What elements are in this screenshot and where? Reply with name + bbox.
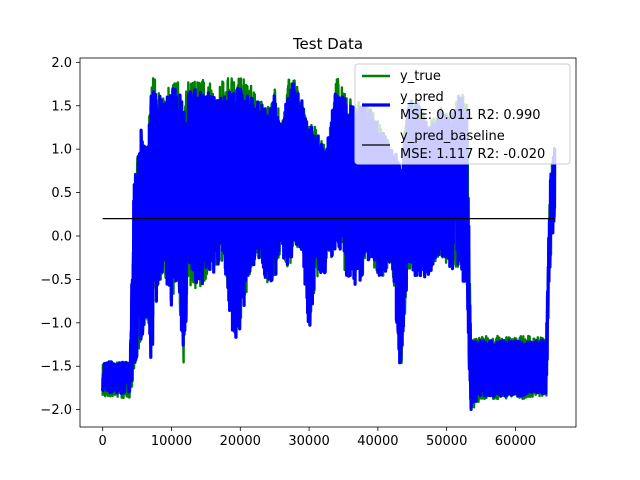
axes: 0 10000 20000 30000 40000 50000 60000 −2.0 −1.5 −… [40, 56, 577, 449]
y-tick-label: −1.5 [40, 360, 72, 375]
legend: y_true y_pred MSE: 0.011 R2: 0.990 y_pred_… [354, 63, 571, 165]
x-tick-label: 50000 [426, 434, 467, 449]
y-tick-label: −1.0 [40, 316, 72, 331]
legend-label-y-pred-baseline: y_pred_baseline [400, 129, 505, 144]
y-tick-label: −0.5 [40, 273, 72, 288]
legend-label-y-pred: y_pred [400, 90, 444, 105]
legend-label-y-pred: MSE: 0.011 R2: 0.990 [400, 108, 541, 123]
y-tick-label: 0.0 [51, 229, 72, 244]
plot-area [101, 77, 557, 411]
legend-box [354, 63, 571, 165]
x-tick-label: 40000 [357, 434, 398, 449]
y-tick-label: 0.5 [51, 186, 72, 201]
legend-label-y-pred-baseline: MSE: 1.117 R2: -0.020 [400, 147, 545, 162]
axes-frame [79, 57, 577, 428]
x-tick-label: 10000 [151, 434, 192, 449]
x-tick-label: 0 [99, 434, 107, 449]
y-tick-label: 2.0 [51, 56, 72, 71]
y-tick-label: 1.5 [51, 99, 72, 114]
x-tick-label: 60000 [495, 434, 536, 449]
legend-label-y-true: y_true [400, 69, 441, 84]
chart-title: Test Data [292, 35, 363, 53]
y-tick-label: −2.0 [40, 403, 72, 418]
y-tick-label: 1.0 [51, 143, 72, 158]
series-line-y-pred [101, 82, 557, 411]
x-tick-label: 30000 [288, 434, 329, 449]
x-tick-label: 20000 [220, 434, 261, 449]
